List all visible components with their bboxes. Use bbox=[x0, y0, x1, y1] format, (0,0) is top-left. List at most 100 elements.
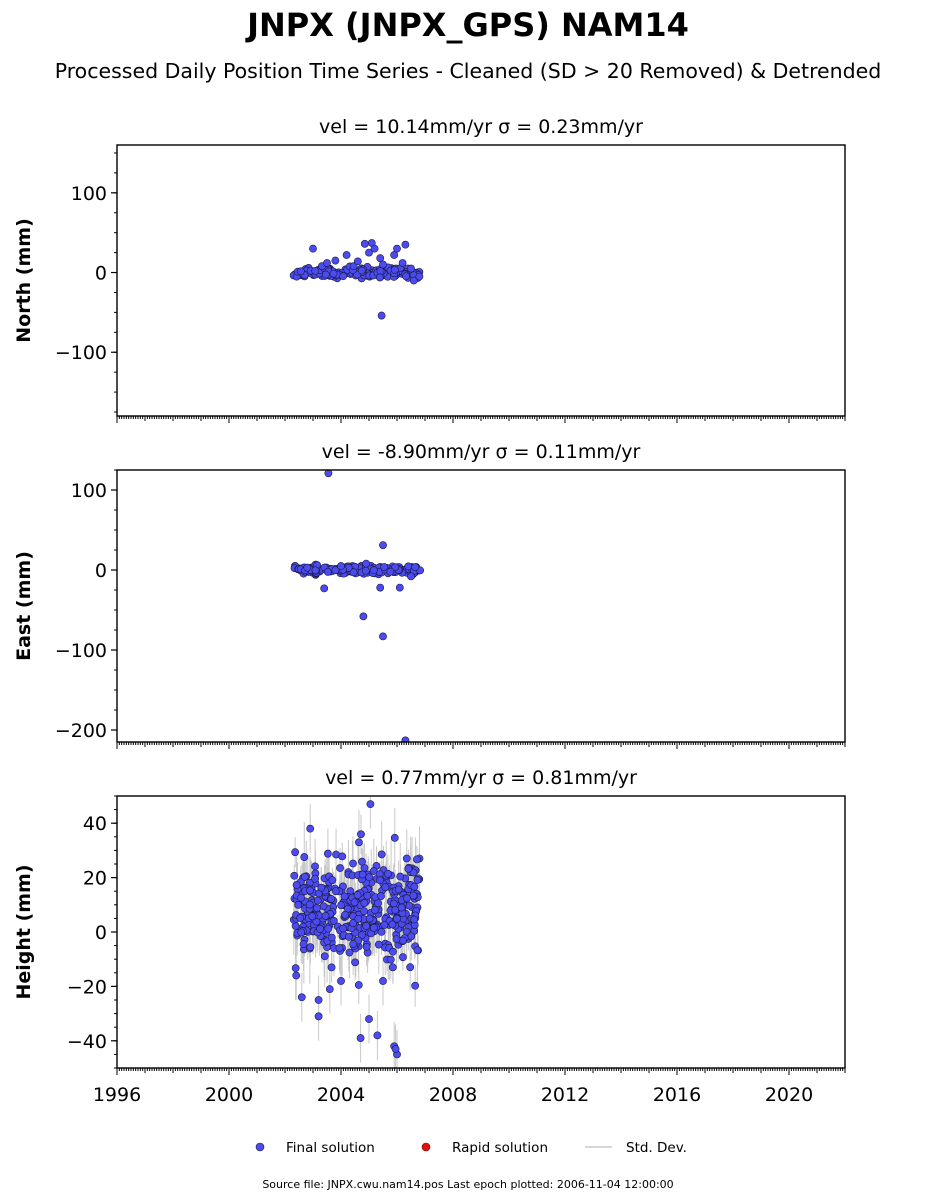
north-panel-title: vel = 10.14mm/yr σ = 0.23mm/yr bbox=[319, 116, 643, 138]
height-data-point bbox=[360, 899, 369, 907]
height-data-point bbox=[410, 915, 419, 924]
height-data-point bbox=[393, 914, 401, 923]
height-data-point bbox=[325, 985, 334, 994]
east-data-point bbox=[337, 562, 345, 570]
north-data-point bbox=[402, 272, 410, 281]
height-data-point bbox=[341, 910, 349, 919]
height-data-point bbox=[308, 912, 317, 921]
height-data-point bbox=[338, 852, 347, 861]
height-data-point bbox=[376, 876, 384, 885]
east-axes-frame bbox=[116, 469, 846, 743]
legend: Final solution Rapid solution Std. Dev. bbox=[255, 1140, 687, 1156]
legend-rapid-marker bbox=[421, 1142, 431, 1152]
north-data-point bbox=[357, 266, 366, 275]
height-ytick-label: 0 bbox=[95, 922, 107, 944]
north-data-point bbox=[360, 239, 369, 248]
east-data-point bbox=[323, 568, 332, 576]
height-data-point bbox=[389, 899, 398, 908]
height-data-point bbox=[345, 948, 354, 957]
north-data-point bbox=[342, 251, 351, 259]
height-data-point bbox=[380, 921, 389, 929]
north-data-point bbox=[379, 260, 387, 269]
height-data-point bbox=[413, 876, 422, 884]
north-data-point bbox=[353, 257, 362, 266]
height-data-point bbox=[306, 824, 315, 833]
height-xtick-label: 2012 bbox=[541, 1084, 589, 1106]
height-data-point bbox=[292, 881, 301, 889]
north-data-point bbox=[409, 276, 418, 285]
north-data-point bbox=[311, 266, 320, 275]
height-data-point bbox=[329, 916, 338, 925]
height-data-point bbox=[344, 932, 353, 941]
height-data-point bbox=[314, 1012, 323, 1021]
height-data-point bbox=[358, 857, 366, 866]
height-y-axis-label: Height (mm) bbox=[13, 864, 35, 999]
east-data-point bbox=[311, 566, 320, 575]
height-data-point bbox=[323, 849, 332, 858]
height-data-point bbox=[379, 977, 387, 985]
east-data-point bbox=[361, 566, 370, 575]
height-data-point bbox=[388, 920, 397, 929]
height-data-point bbox=[306, 886, 314, 895]
east-data-point bbox=[379, 541, 387, 550]
height-data-point bbox=[351, 958, 360, 967]
height-xtick-label: 2008 bbox=[429, 1084, 477, 1106]
height-data-point bbox=[394, 885, 403, 894]
height-panel-title: vel = 0.77mm/yr σ = 0.81mm/yr bbox=[325, 767, 637, 789]
north-data-point bbox=[415, 272, 424, 281]
height-data-point bbox=[327, 963, 336, 972]
north-panel: vel = 10.14mm/yr σ = 0.23mm/yr North (mm)… bbox=[13, 116, 846, 423]
height-data-point bbox=[396, 872, 405, 881]
height-data-point bbox=[294, 901, 303, 909]
height-data-point bbox=[349, 940, 358, 948]
north-data-point bbox=[390, 251, 399, 259]
north-data-point bbox=[296, 267, 305, 276]
height-data-point bbox=[337, 901, 346, 910]
height-data-point bbox=[390, 833, 399, 842]
height-data-point bbox=[350, 898, 359, 907]
north-data-point bbox=[375, 273, 384, 282]
height-data-point bbox=[413, 855, 421, 864]
height-data-point bbox=[409, 891, 418, 900]
height-xtick-label: 1996 bbox=[93, 1084, 141, 1106]
height-data-point bbox=[296, 914, 305, 922]
east-ytick-label: 0 bbox=[95, 560, 107, 582]
height-data-point bbox=[411, 981, 420, 990]
height-data-point bbox=[305, 900, 314, 909]
north-ytick-label: −100 bbox=[55, 342, 107, 364]
east-panel: vel = -8.90mm/yr σ = 0.11mm/yr East (mm) 1… bbox=[13, 441, 846, 749]
east-ytick-label: 100 bbox=[71, 480, 107, 502]
north-data-point bbox=[309, 244, 317, 253]
legend-stddev-label: Std. Dev. bbox=[626, 1140, 687, 1156]
north-data-point bbox=[398, 259, 407, 267]
north-ytick-label: 0 bbox=[95, 263, 107, 285]
east-data-point bbox=[395, 583, 404, 592]
north-data-point bbox=[376, 254, 385, 263]
north-data-point bbox=[321, 270, 330, 279]
height-data-point bbox=[313, 904, 321, 913]
height-data-point bbox=[386, 955, 395, 964]
figure-title: JNPX (JNPX_GPS) NAM14 bbox=[245, 6, 689, 44]
east-data-point bbox=[359, 612, 368, 621]
north-data-point bbox=[401, 240, 410, 249]
height-data-point bbox=[311, 862, 319, 871]
height-data-point bbox=[306, 943, 315, 952]
height-plot-area bbox=[289, 796, 424, 1068]
height-data-point bbox=[331, 887, 340, 896]
height-ytick-label: 40 bbox=[83, 813, 107, 835]
height-data-point bbox=[388, 963, 397, 972]
height-data-point bbox=[335, 944, 344, 952]
height-data-point bbox=[404, 864, 413, 873]
height-data-point bbox=[340, 892, 349, 901]
height-data-point bbox=[365, 1015, 373, 1023]
height-ytick-label: −40 bbox=[67, 1031, 107, 1053]
east-data-point bbox=[379, 632, 387, 641]
legend-rapid-label: Rapid solution bbox=[452, 1140, 548, 1156]
height-data-point bbox=[354, 981, 363, 989]
height-data-point bbox=[357, 830, 365, 839]
north-data-point bbox=[393, 244, 401, 253]
height-data-point bbox=[374, 940, 383, 949]
height-data-point bbox=[402, 854, 411, 863]
height-data-point bbox=[413, 946, 422, 955]
